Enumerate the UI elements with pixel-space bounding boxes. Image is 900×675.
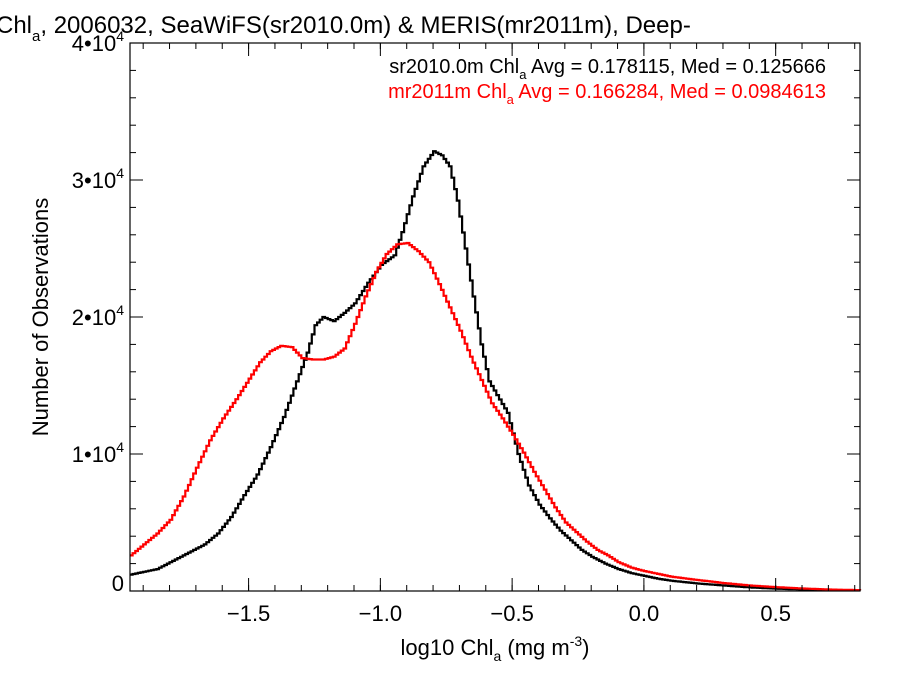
- legend: sr2010.0m Chla Avg = 0.178115, Med = 0.1…: [388, 56, 826, 107]
- legend-entry-1: mr2011m Chla Avg = 0.166284, Med = 0.098…: [388, 81, 826, 107]
- y-tick-label: 4•104: [72, 28, 124, 56]
- legend-entry-0: sr2010.0m Chla Avg = 0.178115, Med = 0.1…: [389, 56, 826, 82]
- y-tick-label: 3•104: [72, 165, 124, 193]
- x-axis-label: log10 Chla (mg m-3): [401, 633, 590, 664]
- x-tick-label: −1.0: [359, 601, 402, 626]
- y-axis-ticks: 0 1•104 2•104 3•104 4•104: [72, 28, 860, 596]
- plot-axes: [129, 42, 861, 592]
- series-line-1: [130, 241, 862, 592]
- x-tick-label: −1.5: [227, 601, 270, 626]
- x-tick-label: −0.5: [490, 601, 533, 626]
- y-axis-label: Number of Observations: [28, 198, 53, 436]
- series-layer: [130, 150, 862, 592]
- x-tick-label: 0.0: [629, 601, 660, 626]
- y-tick-label: 1•104: [72, 439, 124, 467]
- y-tick-label: 2•104: [72, 302, 124, 330]
- x-axis-ticks: −1.5 −1.0 −0.5 0.0 0.5: [142, 43, 856, 626]
- y-tick-label: 0: [112, 571, 124, 596]
- series-line-0: [130, 150, 862, 592]
- chart-title: Chla, 2006032, SeaWiFS(sr2010.0m) & MERI…: [0, 12, 691, 45]
- x-tick-label: 0.5: [760, 601, 791, 626]
- plot-frame: [129, 42, 861, 592]
